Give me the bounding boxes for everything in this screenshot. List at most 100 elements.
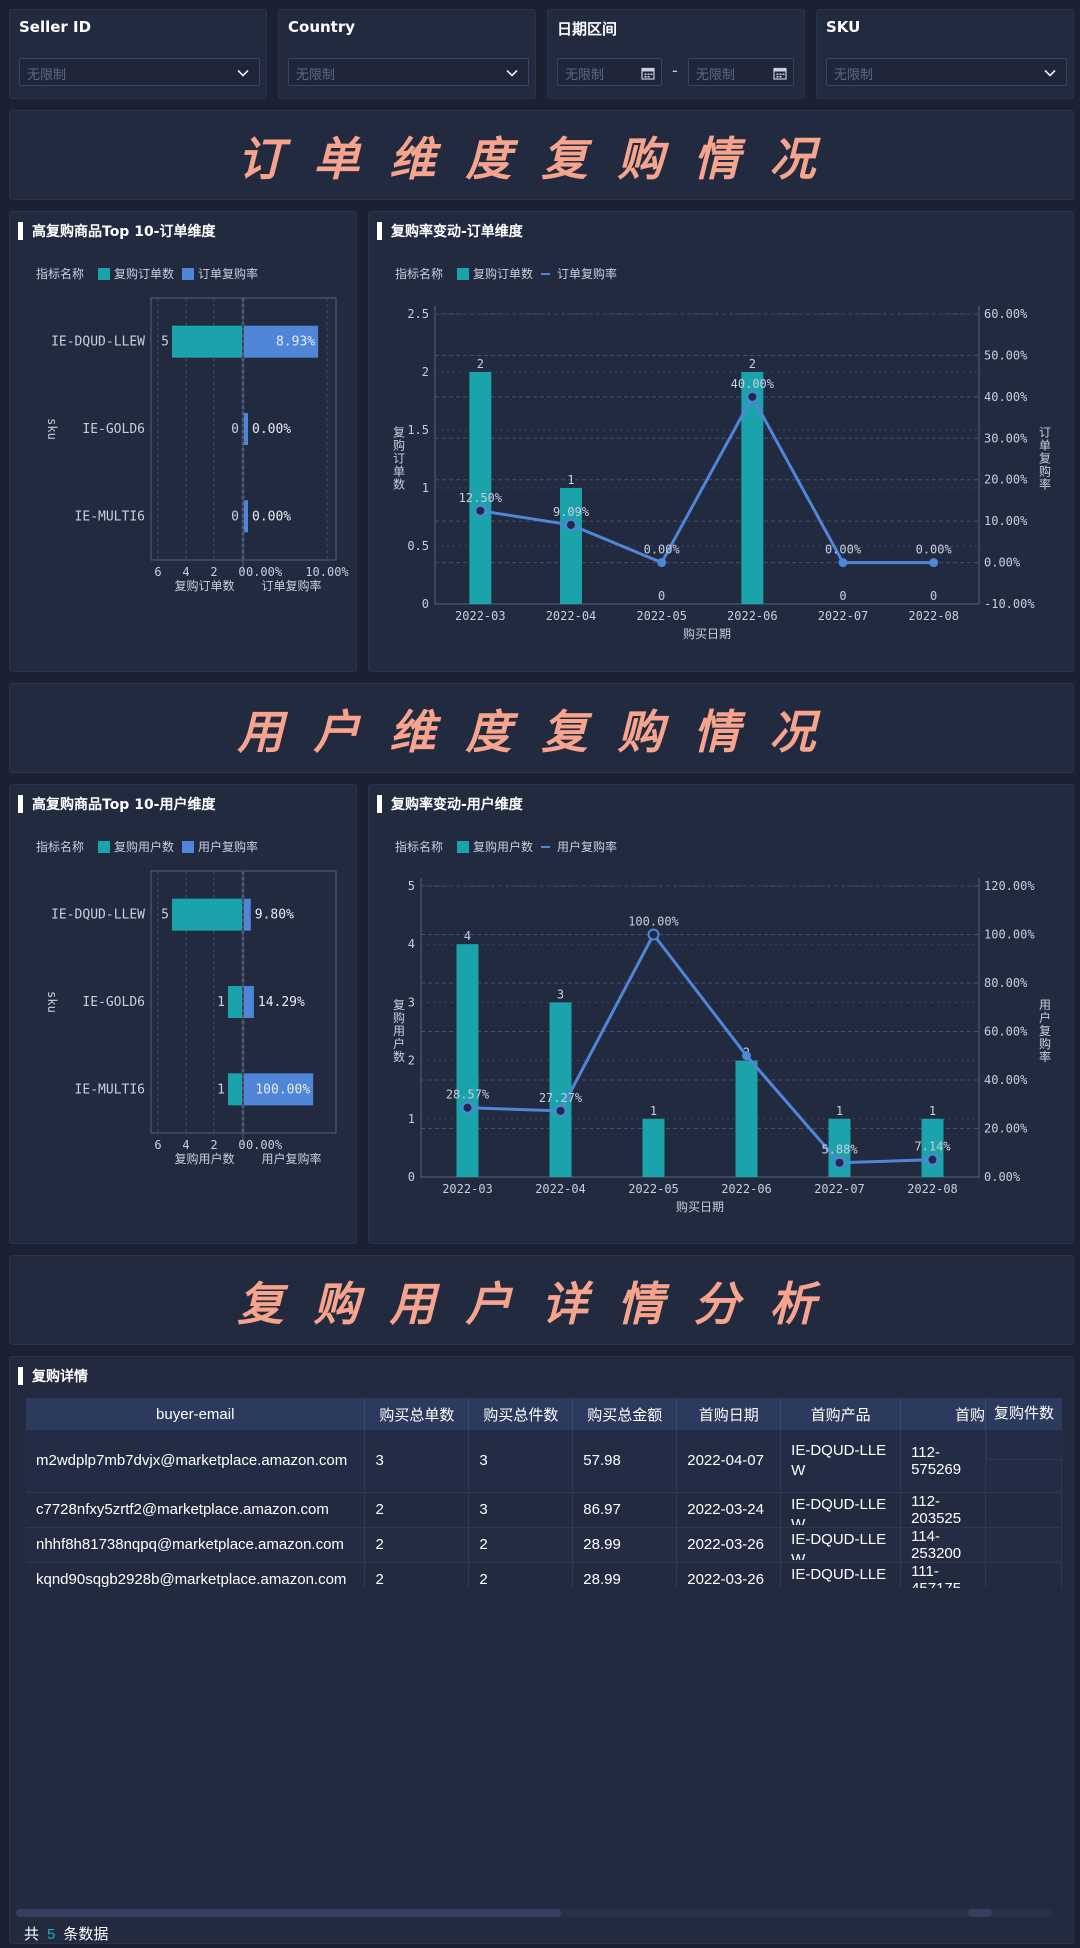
bar-right-label: 8.93% [276, 335, 315, 350]
bar [735, 1060, 758, 1177]
rate-point [833, 1156, 846, 1169]
x-tick-label: 2 [210, 1138, 217, 1152]
column-header[interactable]: 首购 [900, 1398, 987, 1430]
section-title-user: 用户维度复购情况 [237, 705, 846, 759]
cell-text: IE-DQUD-LLEW [791, 1495, 887, 1525]
cell: 2022-03-26 [676, 1562, 782, 1588]
y2-tick-label: 30.00% [984, 431, 1028, 445]
date-start-input[interactable]: 无限制 [557, 58, 662, 86]
bar-right-label: 9.80% [255, 908, 294, 923]
cell: 2 [468, 1527, 574, 1563]
bar-right [244, 898, 251, 931]
sku-select[interactable]: 无限制 [826, 58, 1067, 86]
sku-label: SKU [826, 18, 861, 36]
date-end-input[interactable]: 无限制 [688, 58, 794, 86]
calendar-icon [773, 67, 787, 80]
date-end-placeholder: 无限制 [696, 68, 736, 83]
y2-tick-label: 80.00% [984, 976, 1028, 990]
bar-left-label: 0 [231, 422, 239, 437]
x-axis-label: 购买日期 [683, 626, 731, 641]
y2-tick-label: 60.00% [984, 1025, 1028, 1039]
footer-suffix: 条数据 [63, 1926, 109, 1943]
cell: nhhf8h81738nqpq@marketplace.amazon.com [26, 1527, 366, 1563]
cell: 86.97 [572, 1492, 678, 1528]
rate-point [474, 504, 487, 517]
scrollbar-thumb-fixed[interactable] [968, 1909, 992, 1917]
y-tick-label: 0.5 [407, 539, 429, 553]
column-header[interactable]: 复购件数 [986, 1398, 1062, 1430]
column-header[interactable]: 购买总单数 [364, 1398, 470, 1430]
category-label: IE-DQUD-LLEW [51, 335, 145, 350]
y-axis-label: 复 [393, 998, 405, 1012]
cell: 2022-04-07 [676, 1430, 782, 1493]
seller-id-placeholder: 无限制 [27, 68, 67, 83]
filter-date-range: 日期区间 无限制 - 无限制 [547, 9, 805, 99]
table-row[interactable]: kqnd90sqgb2928b@marketplace.amazon.com 2… [26, 1562, 1062, 1588]
scrollbar-thumb[interactable] [16, 1909, 561, 1917]
bar-right [244, 413, 248, 445]
bar-label: 3 [557, 987, 564, 1001]
y-tick-label: 1 [422, 481, 429, 495]
section-title-order: 订单维度复购情况 [237, 132, 846, 186]
y2-axis-label: 购 [1039, 1036, 1051, 1051]
legend-label: 用户复购率 [198, 839, 258, 854]
bar [741, 372, 764, 604]
rate-point [554, 1104, 567, 1117]
x-axis-label: 复购订单数 [174, 578, 234, 593]
y-axis-label: 复 [393, 426, 405, 440]
cell: 112-203525 [900, 1492, 987, 1528]
y-tick-label: 1 [408, 1112, 415, 1126]
x-axis-label: 购买日期 [676, 1199, 724, 1214]
rate-point [926, 1153, 939, 1166]
legend-swatch-bar [457, 841, 469, 853]
y2-axis-label: 订 [1039, 426, 1051, 440]
bar-left-label: 5 [161, 335, 169, 350]
bar-label: 0 [839, 589, 846, 603]
x-tick-label: 6 [154, 565, 161, 579]
bar-left [228, 1073, 242, 1106]
y2-tick-label: 20.00% [984, 1122, 1028, 1136]
table-horizontal-scrollbar[interactable] [16, 1909, 1052, 1917]
cell: 112-575269 [900, 1430, 987, 1493]
bar [469, 372, 492, 604]
x-tick-label: 6 [154, 1138, 161, 1152]
table-row[interactable]: c7728nfxy5zrtf2@marketplace.amazon.com 2… [26, 1492, 1062, 1528]
cell: 111-457175 [900, 1562, 987, 1588]
x-tick-label: 2022-07 [814, 1182, 865, 1196]
y-tick-label: 3 [408, 995, 415, 1009]
x-tick-label: 0 [238, 1138, 245, 1152]
rate-point [461, 1101, 474, 1114]
column-header[interactable]: buyer-email [26, 1398, 366, 1430]
chart-panel-top10-order: 高复购商品Top 10-订单维度 指标名称 复购订单数 订单复购率 6 4 2 0 0.00%… [9, 211, 357, 672]
x-tick-label: 0.00% [246, 565, 283, 579]
y-tick-label: 0 [408, 1170, 415, 1184]
rate-label: 9.09% [553, 505, 590, 519]
cell: c7728nfxy5zrtf2@marketplace.amazon.com [26, 1492, 366, 1528]
bar-right [244, 986, 254, 1018]
table-row[interactable]: m2wdplp7mb7dvjx@marketplace.amazon.com 3… [26, 1430, 1062, 1493]
calendar-icon [641, 67, 655, 80]
y2-tick-label: 100.00% [984, 928, 1035, 942]
category-label: IE-DQUD-LLEW [51, 908, 145, 923]
column-header[interactable]: 首购日期 [676, 1398, 782, 1430]
table-row[interactable]: nhhf8h81738nqpq@marketplace.amazon.com 2… [26, 1527, 1062, 1563]
country-select[interactable]: 无限制 [288, 58, 529, 86]
section-banner-user: 用户维度复购情况 [9, 683, 1074, 773]
column-header[interactable]: 首购产品 [780, 1398, 902, 1430]
legend-title: 指标名称 [36, 266, 84, 281]
bar-left [228, 986, 242, 1018]
footer-count: 5 [47, 1926, 56, 1943]
y-tick-label: 1.5 [407, 423, 429, 437]
rate-label: 12.50% [459, 491, 503, 505]
column-header[interactable]: 购买总金额 [572, 1398, 678, 1430]
x-tick-label: 4 [182, 1138, 189, 1152]
x-axis-label: 订单复购率 [261, 578, 321, 593]
seller-id-select[interactable]: 无限制 [19, 58, 260, 86]
column-header[interactable]: 购买总件数 [468, 1398, 574, 1430]
legend-title: 指标名称 [395, 839, 443, 854]
bar-left-label: 0 [231, 509, 239, 524]
bar-right-label: 100.00% [255, 1082, 310, 1097]
section-banner-detail: 复购用户详情分析 [9, 1255, 1074, 1345]
rate-label: 0.00% [825, 543, 862, 557]
y-axis-label: 购 [393, 438, 405, 453]
